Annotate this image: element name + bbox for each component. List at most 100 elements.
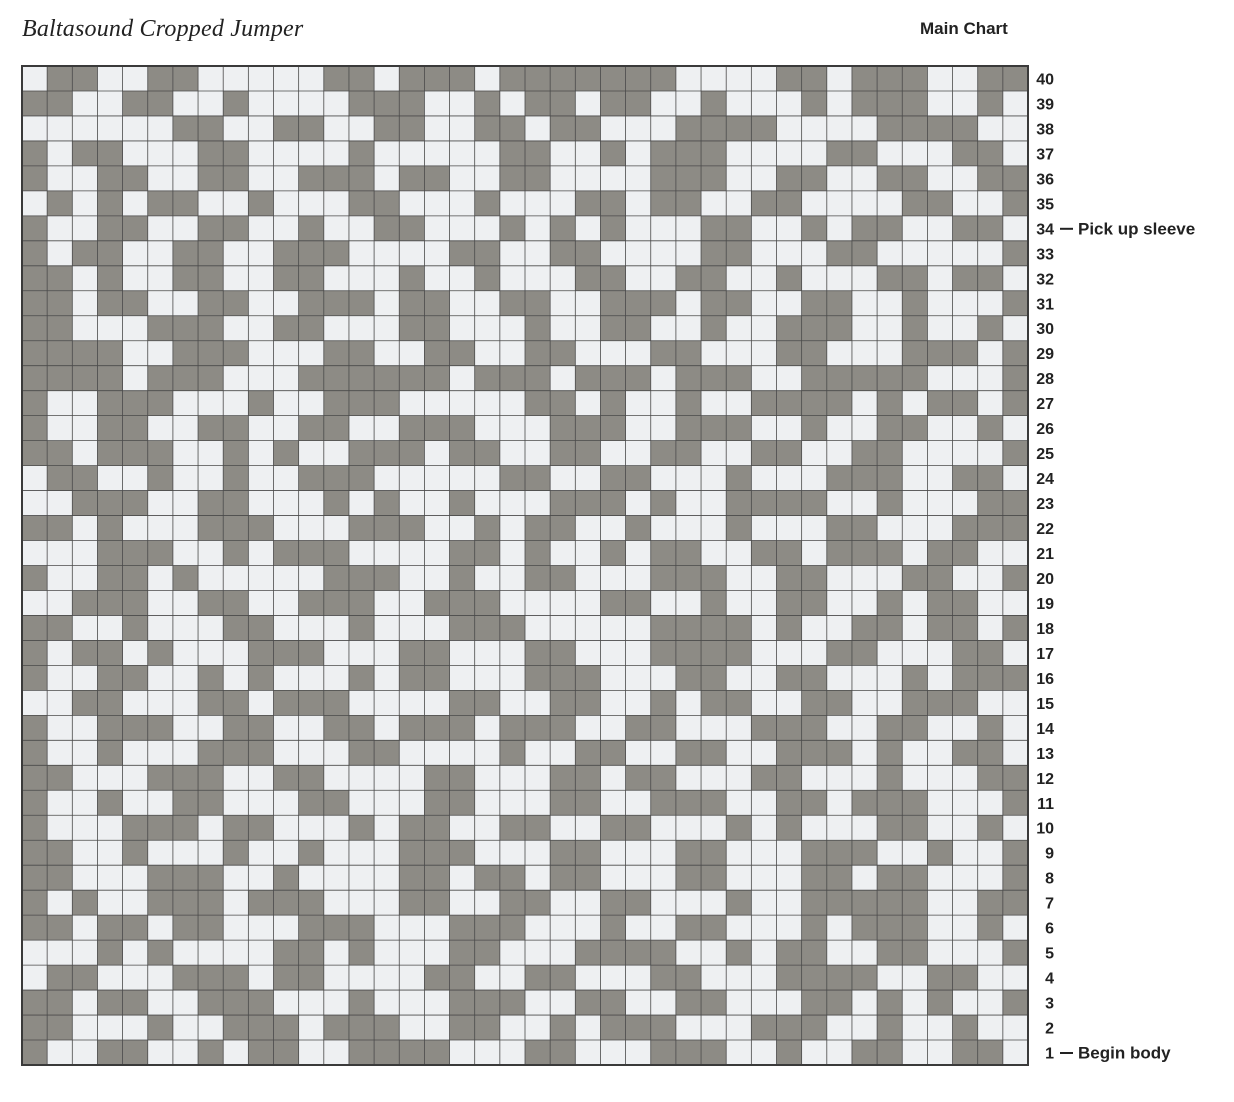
chart-cell	[172, 440, 199, 466]
chart-cell	[701, 865, 727, 891]
chart-cell	[323, 815, 350, 841]
chart-cell	[198, 115, 224, 142]
chart-cell	[751, 565, 777, 591]
chart-cell	[474, 915, 501, 941]
chart-cell	[399, 790, 425, 816]
chart-cell	[122, 265, 149, 292]
chart-cell	[298, 1040, 325, 1066]
chart-cell	[877, 840, 903, 866]
chart-cell	[474, 565, 501, 591]
chart-cell	[323, 490, 350, 516]
chart-cell	[575, 365, 601, 391]
chart-cell	[525, 440, 551, 466]
chart-cell	[273, 365, 299, 391]
chart-title: Main Chart	[920, 19, 1008, 38]
chart-cell	[927, 340, 953, 367]
chart-cell	[726, 190, 752, 217]
chart-cell	[851, 940, 878, 966]
chart-cell	[550, 415, 576, 441]
chart-cell	[399, 490, 425, 516]
chart-cell	[550, 515, 576, 541]
chart-cell	[147, 840, 174, 866]
chart-cell	[1002, 215, 1029, 242]
chart-cell	[22, 740, 48, 766]
chart-cell	[977, 66, 1004, 92]
chart-cell	[298, 66, 325, 92]
chart-cell	[348, 490, 375, 516]
chart-cell	[952, 490, 978, 516]
chart-cell	[927, 165, 953, 192]
chart-cell	[374, 415, 400, 441]
chart-cell	[525, 590, 551, 616]
chart-cell	[952, 66, 978, 92]
chart-cell	[902, 540, 928, 566]
chart-cell	[751, 715, 777, 741]
chart-cell	[650, 715, 677, 741]
chart-cell	[877, 1040, 903, 1066]
chart-cell	[851, 490, 878, 516]
chart-cell	[97, 315, 123, 342]
chart-cell	[223, 66, 249, 92]
chart-cell	[525, 790, 551, 816]
chart-cell	[776, 315, 802, 342]
chart-cell	[851, 990, 878, 1016]
chart-cell	[1002, 990, 1029, 1016]
chart-cell	[952, 190, 978, 217]
chart-cell	[525, 690, 551, 716]
chart-cell	[72, 790, 98, 816]
chart-cell	[323, 415, 350, 441]
chart-cell	[675, 940, 702, 966]
chart-cell	[298, 490, 325, 516]
chart-cell	[625, 365, 652, 391]
chart-cell	[47, 815, 73, 841]
chart-cell	[348, 465, 375, 491]
chart-cell	[22, 290, 48, 317]
chart-cell	[374, 665, 400, 691]
chart-cell	[675, 115, 702, 142]
chart-cell	[902, 290, 928, 317]
chart-cell	[902, 315, 928, 342]
chart-gridlines	[22, 66, 1028, 1065]
chart-cell	[172, 265, 199, 292]
chart-cell	[298, 590, 325, 616]
chart-cell	[348, 115, 375, 142]
chart-cell	[47, 140, 73, 167]
chart-cell	[273, 1015, 299, 1041]
chart-cell	[399, 990, 425, 1016]
chart-cell	[877, 515, 903, 541]
chart-cell	[172, 840, 199, 866]
chart-cell	[675, 765, 702, 791]
chart-cell	[22, 240, 48, 267]
chart-cell	[952, 565, 978, 591]
chart-cell	[751, 140, 777, 167]
chart-cell	[952, 815, 978, 841]
chart-cell	[650, 415, 677, 441]
chart-cell	[600, 390, 626, 416]
chart-cell	[147, 115, 174, 142]
chart-cell	[952, 115, 978, 142]
chart-cell	[72, 66, 98, 92]
chart-cell	[424, 940, 450, 966]
chart-cell	[575, 540, 601, 566]
chart-cell	[424, 690, 450, 716]
chart-cell	[851, 365, 878, 391]
chart-cell	[726, 1015, 752, 1041]
chart-cell	[122, 1040, 149, 1066]
chart-cell	[399, 290, 425, 317]
chart-cell	[72, 290, 98, 317]
chart-cell	[675, 640, 702, 666]
chart-cell	[273, 665, 299, 691]
chart-cell	[449, 115, 475, 142]
chart-cell	[851, 390, 878, 416]
row-number-label: 25	[1036, 446, 1054, 463]
chart-cell	[47, 390, 73, 416]
chart-cell	[977, 490, 1004, 516]
chart-cell	[198, 815, 224, 841]
chart-cell	[122, 340, 149, 367]
chart-cell	[902, 340, 928, 367]
chart-cell	[198, 215, 224, 242]
chart-cell	[122, 665, 149, 691]
chart-cell	[625, 315, 652, 342]
chart-cell	[851, 1040, 878, 1066]
chart-cell	[223, 590, 249, 616]
